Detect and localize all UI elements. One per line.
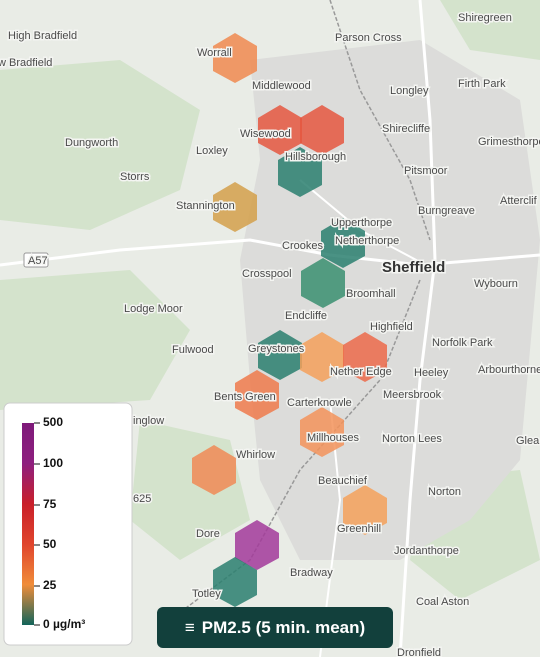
place-label: Burngreave [418, 205, 475, 217]
place-label: Arbourthorne [478, 364, 540, 376]
place-label: Glea [516, 435, 540, 447]
place-label: Jordanthorpe [394, 545, 459, 557]
hexagon[interactable] [321, 218, 365, 268]
place-label: Coal Aston [416, 596, 469, 608]
place-label: Norfolk Park [432, 337, 493, 349]
place-label: Carterknowle [287, 397, 352, 409]
legend-labels: 500 100 75 50 25 0 µg/m³ [34, 415, 85, 631]
place-label: Middlewood [252, 80, 311, 92]
hexagon[interactable] [343, 485, 387, 535]
place-label: Wisewood [240, 128, 291, 140]
hexagon[interactable] [278, 147, 322, 197]
place-label: Heeley [414, 367, 449, 379]
place-label: Pitsmoor [404, 165, 448, 177]
place-label: Atterclif [500, 195, 538, 207]
place-label: Greystones [248, 343, 305, 355]
layer-button-label: PM2.5 (5 min. mean) [201, 617, 366, 637]
hexagon[interactable] [213, 182, 257, 232]
legend-label: 500 [43, 415, 63, 429]
place-label: Greenhill [337, 523, 381, 535]
place-label: Highfield [370, 321, 413, 333]
place-label: Dungworth [65, 137, 118, 149]
place-label: A57 [28, 255, 48, 267]
place-label: w Bradfield [0, 57, 52, 69]
hexagon[interactable] [192, 445, 236, 495]
legend-label: 75 [43, 497, 57, 511]
place-label: Dore [196, 528, 220, 540]
road-shield [23, 252, 49, 268]
legend-color-bar [22, 423, 34, 625]
place-label: Grimesthorpe [478, 136, 540, 148]
place-labels: High Bradfield w Bradfield Worrall Middlewo… [0, 11, 540, 657]
hexagon[interactable] [300, 332, 344, 382]
place-label: Worrall [197, 47, 232, 59]
place-label: Stannington [176, 200, 235, 212]
menu-icon: ≡ [184, 617, 195, 637]
place-label: Fulwood [172, 344, 214, 356]
place-label: Wybourn [474, 278, 518, 290]
place-label: Whirlow [236, 449, 275, 461]
place-label: Upperthorpe [331, 217, 392, 229]
place-label: High Bradfield [8, 30, 77, 42]
hexagon[interactable] [301, 258, 345, 308]
place-label: Endcliffe [285, 310, 327, 322]
place-label: Millhouses [307, 432, 359, 444]
place-label: Broomhall [346, 288, 396, 300]
place-label: Nether Edge [330, 366, 392, 378]
place-label: Longley [390, 85, 429, 97]
legend-label: 100 [43, 456, 63, 470]
place-label: Netherthorpe [335, 235, 399, 247]
legend-label: 50 [43, 537, 57, 551]
hexagon[interactable] [213, 557, 257, 607]
hexagon[interactable] [235, 520, 279, 570]
place-label: Meersbrook [383, 389, 442, 401]
place-label: Bents Green [214, 391, 276, 403]
place-label: Shiregreen [458, 12, 512, 24]
place-label: Shirecliffe [382, 123, 430, 135]
place-label: 625 [133, 493, 151, 505]
sensor-hexagons [192, 33, 387, 607]
place-label: Parson Cross [335, 32, 402, 44]
hexagon[interactable] [258, 105, 302, 155]
place-label: Firth Park [458, 78, 506, 90]
place-label: Norton Lees [382, 433, 442, 445]
place-label: Loxley [196, 145, 228, 157]
place-label: Hillsborough [285, 151, 346, 163]
hexagon[interactable] [258, 330, 302, 380]
hexagon[interactable] [300, 105, 344, 155]
legend-label: 0 µg/m³ [43, 617, 85, 631]
place-label: Storrs [120, 171, 150, 183]
place-label: inglow [133, 415, 164, 427]
place-label: Bradway [290, 567, 333, 579]
hexagon[interactable] [213, 33, 257, 83]
place-label: Crosspool [242, 268, 292, 280]
hexagon[interactable] [235, 370, 279, 420]
layer-button[interactable]: ≡ PM2.5 (5 min. mean) [157, 607, 393, 648]
hexagon[interactable] [343, 332, 387, 382]
place-label: Crookes [282, 240, 323, 252]
place-label: Norton [428, 486, 461, 498]
place-label: Beauchief [318, 475, 368, 487]
place-label: Dronfield [397, 647, 441, 657]
hexagon[interactable] [300, 407, 344, 457]
place-label: Totley [192, 588, 221, 600]
legend-label: 25 [43, 578, 57, 592]
place-label: Lodge Moor [124, 303, 183, 315]
place-label: Sheffield [382, 259, 445, 276]
